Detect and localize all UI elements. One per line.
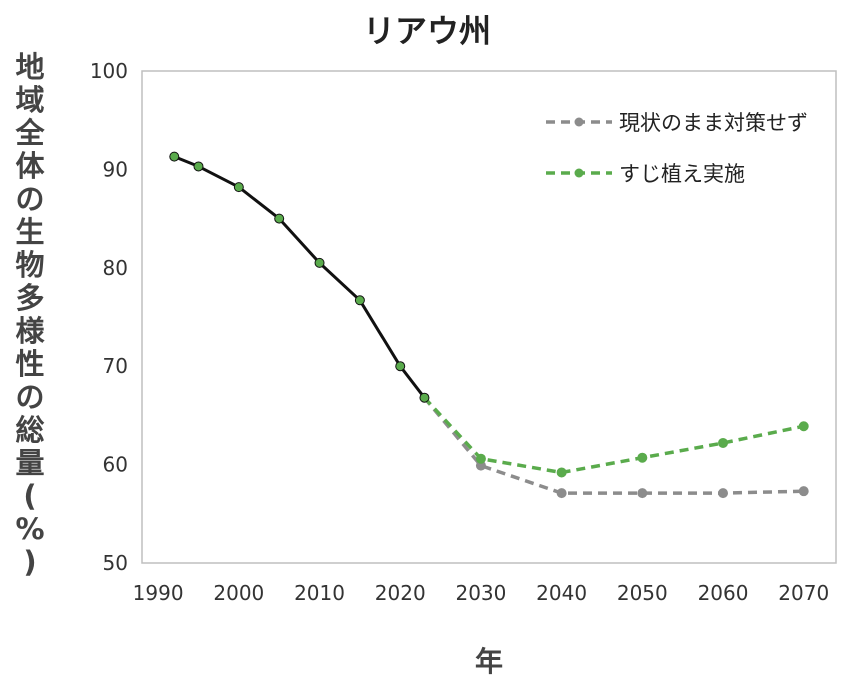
legend-label: すじ植え実施: [619, 162, 745, 186]
series-0-point: [193, 161, 204, 172]
y-tick-label: 100: [90, 59, 128, 83]
series-line-1: [423, 396, 804, 495]
y-axis-label: 地域全体の生物多様性の総量(%): [15, 50, 45, 579]
x-tick-label: 2070: [778, 581, 829, 605]
x-tick-label: 2020: [375, 581, 426, 605]
series-1-point: [556, 488, 567, 499]
series-0-point: [233, 182, 244, 193]
x-tick-label: 2040: [536, 581, 587, 605]
y-tick-label: 90: [103, 157, 128, 181]
series-0-point: [395, 361, 406, 372]
chart-title: リアウ州: [362, 12, 491, 50]
y-tick-label: 60: [103, 453, 128, 477]
x-axis-label: 年: [474, 645, 503, 678]
series-2-point: [475, 453, 486, 464]
series-2-point: [556, 467, 567, 478]
series-0-point: [169, 151, 180, 162]
x-tick-labels: 1990 2000 2010 2020 2030 2040 2050 2060 2070: [133, 581, 829, 605]
series-2-point: [718, 437, 729, 448]
x-tick-label: 1990: [133, 581, 184, 605]
series-layer: [169, 151, 809, 499]
plot-area-frame: [141, 70, 837, 564]
series-0-point: [314, 257, 325, 268]
series-line-0: [173, 155, 426, 399]
series-2-point: [637, 452, 648, 463]
y-tick-labels: 50 60 70 80 90 100: [90, 59, 128, 575]
x-tick-label: 2060: [698, 581, 749, 605]
x-tick-label: 2000: [213, 581, 264, 605]
y-tick-label: 80: [103, 256, 128, 280]
x-tick-label: 2010: [294, 581, 345, 605]
series-1-point: [637, 488, 648, 499]
series-0-point: [354, 295, 365, 306]
series-1-point: [798, 486, 809, 497]
y-tick-label: 50: [103, 551, 128, 575]
series-0-point: [274, 213, 285, 224]
legend-swatch-marker: [574, 117, 584, 127]
legend-swatch-marker: [574, 168, 584, 178]
x-tick-label: 2050: [617, 581, 668, 605]
series-0-point: [419, 392, 430, 403]
series-1-point: [718, 488, 729, 499]
legend-label: 現状のまま対策せず: [619, 111, 808, 135]
x-tick-label: 2030: [455, 581, 506, 605]
series-2-point: [798, 421, 809, 432]
y-tick-label: 70: [103, 354, 128, 378]
